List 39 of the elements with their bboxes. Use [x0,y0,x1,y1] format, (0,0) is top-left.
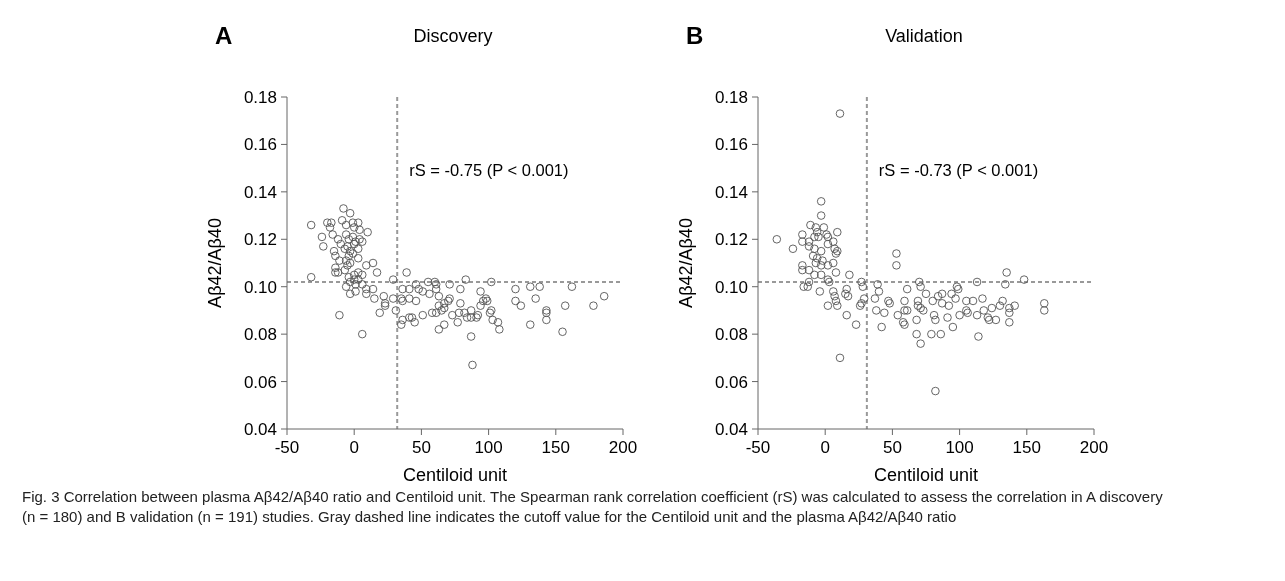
y-tick-label: 0.14 [714,182,748,202]
y-tick-label: 0.12 [243,230,277,250]
x-axis-title: Centiloid unit [873,465,979,485]
x-tick-label: 50 [411,438,431,457]
x-tick-label: 150 [541,438,570,457]
text: B [686,22,704,49]
caption: Fig. 3 Correlation between plasma Aβ42/Aβ40 ratio and Centiloid unit. The Spearman rank correlation coefficient (rS) was calculated to assess the correlation in A discovery (n = 180) and B validation (n = 191) studies. Gray dashed line indicates the cutoff value for the Centiloid unit and the plasma Aβ42/Aβ40 ratio [22,488,1164,525]
chart-title: Discovery [413,26,493,46]
y-tick-label: 0.04 [714,419,748,439]
y-tick-label: 0.18 [243,87,277,107]
y-tick-label: 0.10 [243,277,277,297]
y-axis-title: Aβ42/Aβ40 [676,218,696,308]
x-tick-label: 200 [1079,438,1109,457]
y-tick-label: 0.08 [714,325,748,345]
x-tick-label: 200 [608,438,638,457]
y-tick-label: 0.08 [243,325,277,345]
chart-title: Validation [885,26,963,46]
y-tick-label: 0.06 [714,372,748,392]
x-tick-label: 50 [882,438,902,457]
y-tick-label: 0.18 [714,87,748,107]
annotation: rS = -0.73 (P < 0.001) [878,161,1039,179]
annotation: rS = -0.75 (P < 0.001) [409,161,569,179]
y-tick-label: 0.16 [714,135,748,155]
x-tick-label: 0 [349,438,359,457]
y-tick-label: 0.10 [714,277,748,297]
y-tick-label: 0.12 [714,230,748,250]
x-tick-label: 100 [474,438,503,457]
x-tick-label: 150 [1012,438,1041,457]
y-tick-label: 0.04 [243,419,277,439]
x-tick-label: -50 [274,438,300,457]
text: A [215,22,233,49]
x-tick-label: -50 [745,438,771,457]
y-tick-label: 0.14 [243,182,277,202]
x-tick-label: 0 [820,438,830,457]
y-axis-title: Aβ42/Aβ40 [205,218,225,308]
x-tick-label: 100 [945,438,974,457]
y-tick-label: 0.06 [243,372,277,392]
y-tick-label: 0.16 [243,135,277,155]
x-axis-title: Centiloid unit [402,465,508,485]
